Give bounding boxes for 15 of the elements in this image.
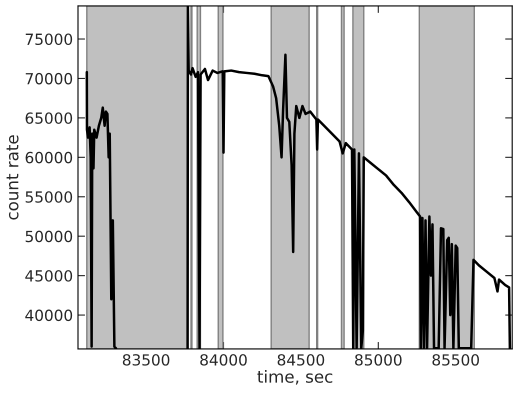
y-axis-title: count rate — [6, 135, 19, 220]
y-tick-label: 70000 — [26, 72, 72, 84]
x-tick-label: 85000 — [355, 354, 402, 366]
y-tick-label: 65000 — [26, 112, 72, 124]
x-tick-label: 84000 — [200, 354, 247, 366]
y-tick-label: 45000 — [25, 270, 72, 282]
y-tick-label: 55000 — [26, 191, 72, 203]
x-axis-title: time, sec — [257, 370, 332, 385]
y-tick-label: 75000 — [26, 33, 72, 46]
x-tick-label: 83500 — [122, 354, 170, 366]
x-tick-label: 84500 — [278, 354, 324, 366]
y-tick-label: 50000 — [26, 230, 72, 242]
y-tick-label: 60000 — [26, 152, 72, 164]
x-tick-label: 85500 — [432, 354, 479, 366]
y-tick-label: 40000 — [25, 310, 72, 322]
